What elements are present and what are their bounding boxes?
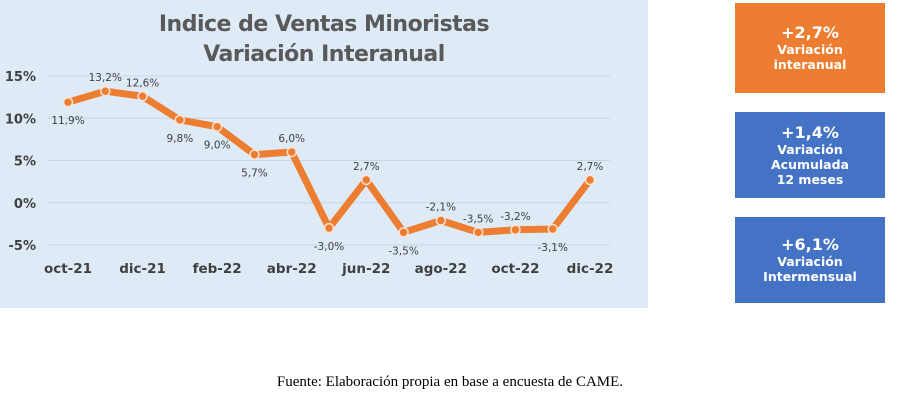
data-point	[584, 174, 596, 186]
x-tick-label: feb-22	[193, 261, 242, 277]
data-point	[174, 114, 186, 126]
chart-title: Indice de Ventas Minoristas	[158, 12, 490, 37]
data-label: 13,2%	[89, 72, 122, 84]
data-point	[510, 224, 521, 236]
x-tick-label: oct-21	[44, 261, 92, 277]
x-tick-label: oct-22	[491, 261, 539, 277]
x-tick-label: ago-22	[415, 261, 467, 277]
data-label: -3,2%	[500, 211, 530, 223]
kpi-value: +2,7%	[781, 23, 839, 42]
data-label: 5,7%	[241, 168, 268, 180]
data-label: -3,5%	[463, 213, 493, 225]
kpi-label-line: Acumulada	[770, 156, 849, 172]
kpi-interanual: +2,7% Variación interanual	[735, 3, 885, 93]
series-points	[62, 85, 596, 238]
data-point	[472, 227, 484, 238]
source-footnote: Fuente: Elaboración propia en base a enc…	[276, 374, 624, 390]
data-label: 9,0%	[204, 140, 231, 152]
data-point	[361, 174, 372, 186]
x-tick-label: jun-22	[341, 261, 390, 277]
data-point	[100, 85, 111, 97]
y-tick-label: 5%	[14, 155, 36, 170]
chart-subtitle: Variación Interanual	[203, 42, 445, 67]
chart-panel: Indice de Ventas Minoristas Variación In…	[0, 0, 648, 308]
data-point	[286, 146, 297, 158]
kpi-intermensual: +6,1% Variación Intermensual	[735, 217, 885, 303]
data-label: -3,1%	[537, 242, 567, 254]
data-point	[249, 149, 260, 160]
kpi-label-line: interanual	[773, 57, 847, 72]
data-label: 12,6%	[126, 77, 159, 89]
y-tick-label: -5%	[9, 239, 36, 254]
x-tick-label: dic-22	[567, 261, 614, 277]
gridlines	[48, 75, 610, 246]
data-point	[62, 96, 74, 108]
data-label: 2,7%	[353, 161, 380, 173]
kpi-label-line: 12 meses	[776, 171, 844, 187]
data-label: -3,5%	[388, 245, 418, 257]
line-chart: 15% 10% 5% 0% -5% oct-21 dic-21 feb-22 abr-22 ju…	[5, 70, 613, 277]
x-axis-ticks: oct-21 dic-21 feb-22 abr-22 jun-22 ago-22 oct-…	[44, 261, 613, 277]
data-label: 11,9%	[51, 115, 84, 127]
kpi-acumulada: +1,4% Variación Acumulada 12 meses	[735, 112, 885, 198]
data-point	[547, 223, 558, 235]
data-point	[398, 227, 409, 238]
data-label: 2,7%	[577, 161, 604, 173]
data-labels: 11,9% 13,2% 12,6% 9,8% 9,0% 5,7% 6,0% -3,0% 2,7%…	[51, 72, 603, 257]
kpi-value: +6,1%	[781, 235, 839, 254]
kpi-label-line: Intermensual	[763, 269, 857, 284]
kpi-label-line: Variación	[777, 42, 843, 57]
y-tick-label: 0%	[14, 197, 36, 212]
data-point	[435, 215, 447, 226]
data-label: 9,8%	[167, 133, 194, 145]
kpi-label-line: Variación	[777, 141, 843, 157]
kpi-value: +1,4%	[781, 122, 839, 142]
data-label: -3,0%	[314, 241, 344, 253]
y-axis-ticks: 15% 10% 5% 0% -5%	[5, 70, 36, 254]
x-tick-label: abr-22	[267, 261, 317, 277]
data-point	[323, 222, 335, 234]
data-label: 6,0%	[278, 133, 305, 145]
y-tick-label: 10%	[5, 112, 36, 127]
data-label: -2,1%	[426, 201, 456, 213]
y-tick-label: 15%	[5, 70, 36, 85]
x-tick-label: dic-21	[119, 261, 166, 277]
data-point	[137, 91, 148, 102]
kpi-label-line: Variación	[777, 254, 843, 269]
data-point	[211, 121, 223, 132]
